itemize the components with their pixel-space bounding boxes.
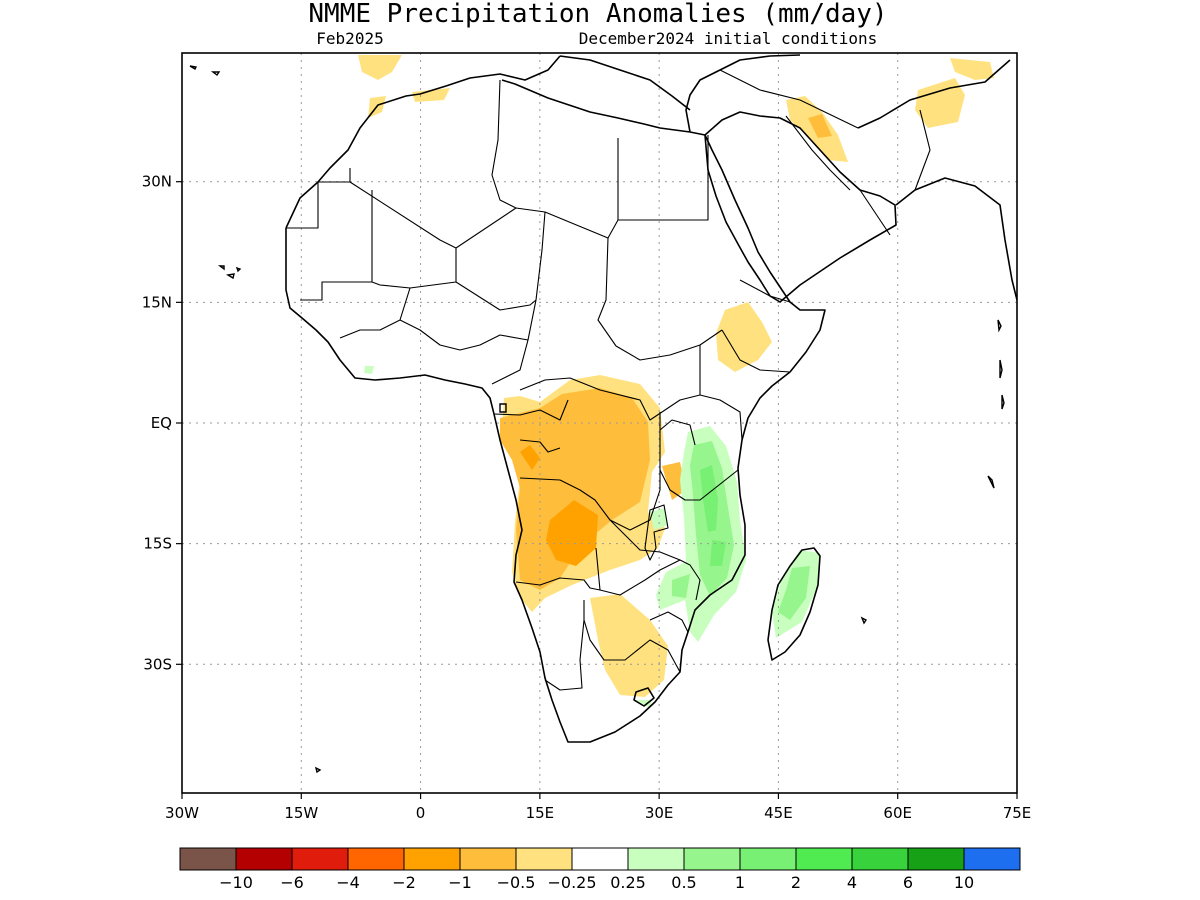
lon-tick-label: 60E <box>883 804 912 822</box>
colorbar-label: −10 <box>219 873 253 892</box>
colorbar-label: 2 <box>791 873 801 892</box>
colorbar-label: 0.5 <box>671 873 696 892</box>
colorbar-swatch <box>683 847 741 871</box>
colorbar-label: −1 <box>448 873 472 892</box>
anomaly-strong-wet <box>700 465 726 566</box>
forecast-month: Feb2025 <box>316 29 383 48</box>
small-islands <box>189 65 1005 774</box>
colorbar-legend: −10 −6 −4 −2 −1 −0.5 −0.25 0.25 0.5 1 2 4 6 10 <box>179 847 1021 892</box>
colorbar-label: −6 <box>280 873 304 892</box>
colorbar-swatch <box>851 847 909 871</box>
colorbar-swatch <box>571 847 629 871</box>
lat-lon-grid <box>182 53 1017 793</box>
colorbar-label: 0.25 <box>610 873 646 892</box>
coastlines <box>285 54 1017 743</box>
lon-tick-label: 75E <box>1003 804 1032 822</box>
colorbar-swatch <box>963 847 1021 871</box>
colorbar-swatch <box>795 847 853 871</box>
lon-tick-label: 30W <box>165 804 199 822</box>
colorbar-swatch <box>403 847 461 871</box>
country-borders <box>286 69 931 691</box>
lon-tick-label: 30E <box>645 804 674 822</box>
colorbar-swatch <box>291 847 349 871</box>
colorbar-label: 6 <box>903 873 913 892</box>
lat-tick-label: 15S <box>143 535 172 553</box>
latitude-axis: 30N 15N EQ 15S 30S <box>142 173 182 673</box>
anomaly-shading <box>358 55 994 708</box>
map-title: NMME Precipitation Anomalies (mm/day) <box>308 0 887 29</box>
colorbar-label: −0.5 <box>497 873 536 892</box>
colorbar-swatch <box>515 847 573 871</box>
colorbar-swatch <box>179 847 237 871</box>
colorbar-label: −2 <box>392 873 416 892</box>
colorbar-label: 10 <box>954 873 974 892</box>
colorbar-swatch <box>739 847 797 871</box>
lon-tick-label: 15E <box>526 804 555 822</box>
colorbar-swatch <box>907 847 965 871</box>
lon-tick-label: 0 <box>416 804 426 822</box>
colorbar-swatch <box>627 847 685 871</box>
colorbar-label: 4 <box>847 873 857 892</box>
colorbar-label: 1 <box>735 873 745 892</box>
longitude-axis: 30W 15W 0 15E 30E 45E 60E 75E <box>165 793 1031 822</box>
colorbar-swatch <box>347 847 405 871</box>
lat-tick-label: EQ <box>151 414 172 432</box>
lat-tick-label: 30S <box>143 655 172 673</box>
colorbar-label: −4 <box>336 873 360 892</box>
initial-conditions: December2024 initial conditions <box>579 29 878 48</box>
lon-tick-label: 45E <box>764 804 793 822</box>
lat-tick-label: 30N <box>142 173 172 191</box>
colorbar-swatch <box>235 847 293 871</box>
anomaly-strong-dry <box>520 445 598 566</box>
colorbar-swatch <box>459 847 517 871</box>
colorbar-label: −0.25 <box>547 873 596 892</box>
lon-tick-label: 15W <box>284 804 318 822</box>
anomaly-moderate-dry <box>500 114 832 590</box>
lat-tick-label: 15N <box>142 293 172 311</box>
